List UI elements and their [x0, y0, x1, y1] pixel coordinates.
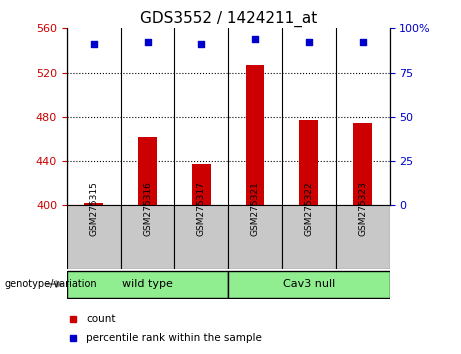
Text: percentile rank within the sample: percentile rank within the sample	[86, 333, 262, 343]
Text: GSM275315: GSM275315	[89, 181, 98, 236]
Text: Cav3 null: Cav3 null	[283, 279, 335, 289]
Bar	[67, 270, 228, 298]
Bar	[246, 65, 265, 205]
Point	[144, 40, 151, 45]
Point	[198, 41, 205, 47]
Point	[359, 40, 366, 45]
Bar	[336, 205, 390, 269]
Bar	[353, 124, 372, 205]
Bar	[121, 205, 174, 269]
Point	[90, 41, 97, 47]
Bar	[228, 270, 390, 298]
Text: GSM275316: GSM275316	[143, 181, 152, 236]
Bar	[67, 205, 121, 269]
Text: GSM275322: GSM275322	[304, 181, 313, 236]
Bar	[174, 205, 228, 269]
Point	[251, 36, 259, 42]
Point	[305, 40, 313, 45]
Title: GDS3552 / 1424211_at: GDS3552 / 1424211_at	[140, 11, 317, 27]
Text: GSM275323: GSM275323	[358, 181, 367, 236]
Text: genotype/variation: genotype/variation	[5, 279, 97, 289]
Bar	[228, 205, 282, 269]
Text: count: count	[86, 314, 116, 324]
Bar	[84, 203, 103, 205]
Bar	[138, 137, 157, 205]
Text: GSM275317: GSM275317	[197, 181, 206, 236]
Bar	[192, 164, 211, 205]
Text: GSM275321: GSM275321	[251, 181, 260, 236]
Text: wild type: wild type	[122, 279, 173, 289]
Bar	[300, 120, 318, 205]
Bar	[282, 205, 336, 269]
